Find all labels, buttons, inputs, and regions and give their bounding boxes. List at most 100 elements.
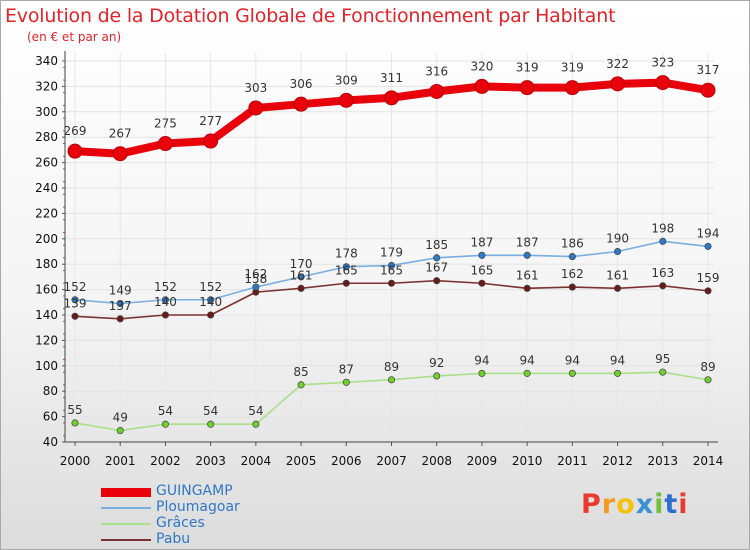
data-point <box>248 100 264 116</box>
data-point <box>478 251 486 259</box>
data-point <box>478 369 486 377</box>
data-label: 320 <box>470 59 493 73</box>
data-label: 194 <box>697 226 720 240</box>
y-tick-label: 100 <box>35 359 58 373</box>
data-point <box>203 133 219 149</box>
data-point <box>478 279 486 287</box>
logo-letter: i <box>654 489 665 520</box>
data-point <box>433 277 441 285</box>
data-label: 94 <box>474 353 489 367</box>
logo-letter: t <box>664 489 679 520</box>
data-point <box>71 419 79 427</box>
x-tick-label: 2007 <box>376 454 407 468</box>
data-label: 163 <box>651 266 674 280</box>
x-tick-label: 2004 <box>241 454 272 468</box>
data-label: 170 <box>290 257 313 271</box>
data-point <box>655 75 671 91</box>
data-point <box>568 283 576 291</box>
data-label: 149 <box>109 284 132 298</box>
data-label: 303 <box>244 81 267 95</box>
y-tick-label: 240 <box>35 181 58 195</box>
x-tick-label: 2006 <box>331 454 362 468</box>
data-label: 179 <box>380 245 403 259</box>
data-point <box>564 80 580 96</box>
y-tick-label: 120 <box>35 333 58 347</box>
data-label: 89 <box>384 360 399 374</box>
y-tick-label: 320 <box>35 79 58 93</box>
data-label: 92 <box>429 356 444 370</box>
data-label: 159 <box>697 271 720 285</box>
x-tick-label: 2012 <box>602 454 633 468</box>
data-point <box>429 83 445 99</box>
data-label: 165 <box>335 263 358 277</box>
proxiti-logo: Proxiti <box>581 489 689 520</box>
data-label: 54 <box>203 404 218 418</box>
x-tick-label: 2003 <box>195 454 226 468</box>
data-label: 55 <box>67 403 82 417</box>
data-point <box>112 146 128 162</box>
data-point <box>252 283 260 291</box>
x-tick-label: 2002 <box>150 454 181 468</box>
y-tick-label: 140 <box>35 308 58 322</box>
data-point <box>387 279 396 287</box>
legend-swatch <box>101 488 151 497</box>
data-point <box>116 300 124 308</box>
series-lines <box>67 75 716 435</box>
y-tick-label: 260 <box>35 156 58 170</box>
y-tick-label: 280 <box>35 130 58 144</box>
y-tick-label: 300 <box>35 105 58 119</box>
logo-letter: x <box>635 489 655 520</box>
data-point <box>519 80 535 96</box>
legend-label: GUINGAMP <box>156 483 233 499</box>
data-label: 316 <box>425 64 448 78</box>
data-point <box>614 284 622 292</box>
data-label: 178 <box>335 247 358 261</box>
x-tick-label: 2013 <box>648 454 679 468</box>
data-point <box>161 311 169 319</box>
data-point <box>614 247 622 256</box>
data-label: 137 <box>109 299 132 313</box>
legend-label: Grâces <box>156 515 205 531</box>
data-point <box>523 369 531 377</box>
data-point <box>704 242 712 250</box>
data-label: 95 <box>655 352 670 366</box>
data-point <box>207 420 215 428</box>
x-tick-label: 2014 <box>693 454 724 468</box>
y-tick-label: 60 <box>43 410 58 424</box>
data-label: 186 <box>561 237 584 251</box>
data-point <box>568 253 576 261</box>
data-point <box>387 376 396 384</box>
data-point <box>342 279 350 287</box>
data-label: 94 <box>520 353 535 367</box>
data-point <box>659 237 667 245</box>
data-label: 152 <box>154 280 177 294</box>
data-label: 161 <box>290 268 313 282</box>
x-tick-label: 2005 <box>286 454 317 468</box>
data-label: 158 <box>244 272 267 286</box>
data-point <box>297 381 305 389</box>
data-label: 306 <box>290 77 313 91</box>
data-point <box>207 311 215 319</box>
y-tick-label: 340 <box>35 54 58 68</box>
data-point <box>207 296 215 304</box>
grid-lines <box>65 53 714 443</box>
data-point <box>297 273 305 281</box>
y-tick-label: 180 <box>35 257 58 271</box>
data-point <box>614 369 622 377</box>
legend-swatch <box>101 523 151 525</box>
data-label: 94 <box>610 353 625 367</box>
data-label: 187 <box>516 235 539 249</box>
data-point <box>116 315 124 323</box>
legend-label: Ploumagoar <box>156 499 240 515</box>
data-label: 165 <box>380 263 403 277</box>
data-label: 89 <box>700 360 715 374</box>
data-point <box>71 296 79 304</box>
x-tick-label: 2008 <box>421 454 452 468</box>
data-label: 267 <box>109 127 132 141</box>
data-label: 161 <box>516 268 539 282</box>
data-point <box>387 261 396 270</box>
data-point <box>342 378 350 386</box>
data-point <box>659 282 667 290</box>
y-tick-label: 220 <box>35 206 58 220</box>
